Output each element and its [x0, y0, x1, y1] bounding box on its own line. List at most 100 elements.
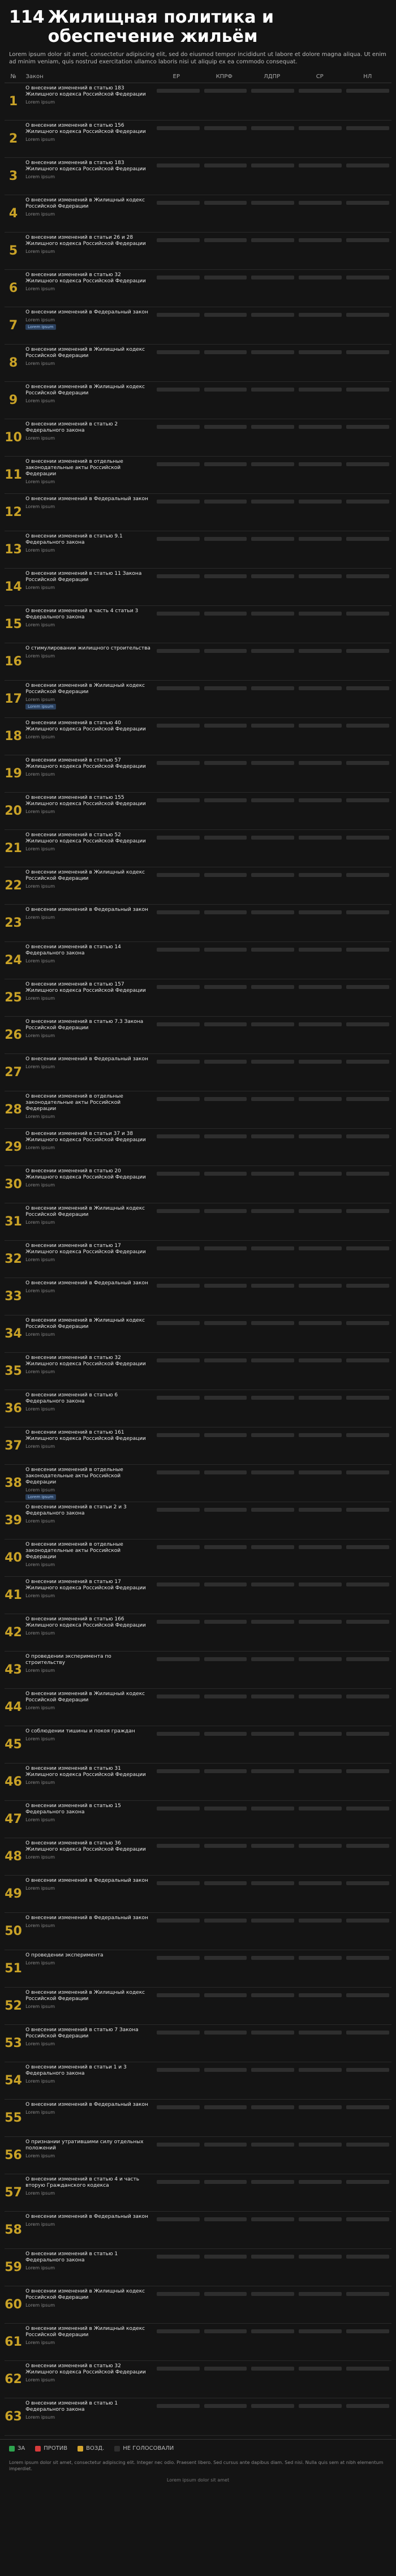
law-title[interactable]: О внесении изменений в отдельные законод… [25, 1542, 123, 1560]
law-title[interactable]: О внесении изменений в статью 161 Жилищн… [25, 1430, 146, 1442]
table-row[interactable]: 52 О внесении изменений в Жилищный кодекс… [5, 1988, 391, 2025]
law-title[interactable]: О внесении изменений в статью 15 Федерал… [25, 1803, 121, 1815]
law-title[interactable]: О внесении изменений в Жилищный кодекс Р… [25, 384, 145, 396]
law-title[interactable]: О внесении изменений в Жилищный кодекс Р… [25, 197, 145, 209]
table-row[interactable]: 22 О внесении изменений в Жилищный кодекс… [5, 867, 391, 905]
table-row[interactable]: 45 О соблюдении тишины и покоя граждан Lor… [5, 1726, 391, 1764]
table-row[interactable]: 33 О внесении изменений в Федеральный зак… [5, 1278, 391, 1315]
table-row[interactable]: 3 О внесении изменений в статью 183 Жилищ… [5, 158, 391, 195]
table-row[interactable]: 21 О внесении изменений в статью 52 Жилищ… [5, 830, 391, 867]
law-title[interactable]: О внесении изменений в Жилищный кодекс Р… [25, 1990, 145, 2002]
table-row[interactable]: 63 О внесении изменений в статью 1 Федера… [5, 2398, 391, 2436]
table-row[interactable]: 53 О внесении изменений в статью 7 Закона… [5, 2025, 391, 2062]
law-title[interactable]: О внесении изменений в статью 7.3 Закона… [25, 1019, 144, 1031]
table-row[interactable]: 9 О внесении изменений в Жилищный кодекс … [5, 382, 391, 419]
table-row[interactable]: 6 О внесении изменений в статью 32 Жилищн… [5, 270, 391, 307]
law-title[interactable]: О проведении эксперимента [25, 1953, 104, 1958]
law-title[interactable]: О внесении изменений в Федеральный закон [25, 1878, 148, 1883]
table-row[interactable]: 38 О внесении изменений в отдельные закон… [5, 1465, 391, 1502]
table-row[interactable]: 48 О внесении изменений в статью 36 Жилищ… [5, 1838, 391, 1876]
law-title[interactable]: О внесении изменений в Федеральный закон [25, 496, 148, 502]
table-row[interactable]: 24 О внесении изменений в статью 14 Федер… [5, 942, 391, 979]
law-title[interactable]: О внесении изменений в статью 1 Федераль… [25, 2401, 118, 2412]
law-title[interactable]: О внесении изменений в статью 32 Жилищно… [25, 2363, 146, 2375]
law-title[interactable]: О внесении изменений в статью 52 Жилищно… [25, 832, 146, 844]
table-row[interactable]: 60 О внесении изменений в Жилищный кодекс… [5, 2286, 391, 2324]
law-title[interactable]: О внесении изменений в статьи 37 и 38 Жи… [25, 1131, 146, 1143]
law-title[interactable]: О внесении изменений в статьи 1 и 3 Феде… [25, 2065, 127, 2076]
law-title[interactable]: О внесении изменений в статью 155 Жилищн… [25, 795, 146, 807]
law-title[interactable]: О внесении изменений в статью 17 Жилищно… [25, 1243, 146, 1255]
law-title[interactable]: О внесении изменений в Федеральный закон [25, 1280, 148, 1286]
law-title[interactable]: О внесении изменений в статью 4 и часть … [25, 2177, 140, 2188]
law-title[interactable]: О внесении изменений в отдельные законод… [25, 1094, 123, 1112]
table-row[interactable]: 1 О внесении изменений в статью 183 Жилищ… [5, 83, 391, 121]
table-row[interactable]: 47 О внесении изменений в статью 15 Федер… [5, 1801, 391, 1838]
law-title[interactable]: О внесении изменений в Жилищный кодекс Р… [25, 2289, 145, 2300]
table-row[interactable]: 26 О внесении изменений в статью 7.3 Зако… [5, 1017, 391, 1054]
law-title[interactable]: О внесении изменений в статью 1 Федераль… [25, 2251, 118, 2263]
law-title[interactable]: О внесении изменений в Жилищный кодекс Р… [25, 1691, 145, 1703]
table-row[interactable]: 8 О внесении изменений в Жилищный кодекс … [5, 345, 391, 382]
table-row[interactable]: 55 О внесении изменений в Федеральный зак… [5, 2100, 391, 2137]
table-row[interactable]: 36 О внесении изменений в статью 6 Федера… [5, 1390, 391, 1427]
law-title[interactable]: О внесении изменений в статью 183 Жилищн… [25, 85, 146, 97]
table-row[interactable]: 58 О внесении изменений в Федеральный зак… [5, 2212, 391, 2249]
table-row[interactable]: 5 О внесении изменений в статьи 26 и 28 Ж… [5, 233, 391, 270]
law-title[interactable]: О внесении изменений в Жилищный кодекс Р… [25, 347, 145, 359]
law-title[interactable]: О внесении изменений в Федеральный закон [25, 1915, 148, 1921]
law-title[interactable]: О внесении изменений в статью 36 Жилищно… [25, 1840, 146, 1852]
table-row[interactable]: 28 О внесении изменений в отдельные закон… [5, 1091, 391, 1129]
table-row[interactable]: 19 О внесении изменений в статью 57 Жилищ… [5, 755, 391, 793]
table-row[interactable]: 51 О проведении эксперимента Lorem ipsum [5, 1950, 391, 1988]
law-title[interactable]: О внесении изменений в статью 2 Федераль… [25, 422, 118, 433]
law-title[interactable]: О внесении изменений в статью 31 Жилищно… [25, 1766, 146, 1778]
table-row[interactable]: 23 О внесении изменений в Федеральный зак… [5, 905, 391, 942]
law-title[interactable]: О внесении изменений в статью 40 Жилищно… [25, 720, 146, 732]
law-title[interactable]: О проведении эксперимента по строительст… [25, 1654, 111, 1666]
law-title[interactable]: О внесении изменений в Федеральный закон [25, 309, 148, 315]
law-title[interactable]: О внесении изменений в Федеральный закон [25, 1056, 148, 1062]
law-title[interactable]: О внесении изменений в отдельные законод… [25, 459, 123, 477]
law-title[interactable]: О внесении изменений в Жилищный кодекс Р… [25, 2326, 145, 2338]
table-row[interactable]: 37 О внесении изменений в статью 161 Жили… [5, 1427, 391, 1465]
law-title[interactable]: О внесении изменений в Жилищный кодекс Р… [25, 683, 145, 695]
law-title[interactable]: О внесении изменений в статью 157 Жилищн… [25, 982, 146, 994]
table-row[interactable]: 41 О внесении изменений в статью 17 Жилищ… [5, 1577, 391, 1614]
law-title[interactable]: О внесении изменений в статью 32 Жилищно… [25, 1355, 146, 1367]
law-title[interactable]: О внесении изменений в статью 156 Жилищн… [25, 123, 146, 135]
table-row[interactable]: 43 О проведении эксперимента по строитель… [5, 1652, 391, 1689]
law-title[interactable]: О внесении изменений в Жилищный кодекс Р… [25, 1206, 145, 1218]
law-title[interactable]: О внесении изменений в статью 14 Федерал… [25, 944, 121, 956]
law-title[interactable]: О внесении изменений в часть 4 статьи 3 … [25, 608, 139, 620]
table-row[interactable]: 27 О внесении изменений в Федеральный зак… [5, 1054, 391, 1091]
law-title[interactable]: О внесении изменений в Федеральный закон [25, 907, 148, 913]
law-title[interactable]: О внесении изменений в статьи 26 и 28 Жи… [25, 235, 146, 247]
table-row[interactable]: 32 О внесении изменений в статью 17 Жилищ… [5, 1241, 391, 1278]
law-title[interactable]: О внесении изменений в статьи 2 и 3 Феде… [25, 1504, 127, 1516]
table-row[interactable]: 42 О внесении изменений в статью 166 Жили… [5, 1614, 391, 1652]
law-title[interactable]: О внесении изменений в статью 7 Закона Р… [25, 2027, 139, 2039]
law-title[interactable]: О внесении изменений в статью 11 Закона … [25, 571, 142, 583]
law-title[interactable]: О внесении изменений в статью 57 Жилищно… [25, 758, 146, 769]
table-row[interactable]: 25 О внесении изменений в статью 157 Жили… [5, 979, 391, 1017]
table-row[interactable]: 13 О внесении изменений в статью 9.1 Феде… [5, 531, 391, 569]
table-row[interactable]: 11 О внесении изменений в отдельные закон… [5, 457, 391, 494]
law-title[interactable]: О внесении изменений в Федеральный закон [25, 2102, 148, 2108]
law-title[interactable]: О внесении изменений в Федеральный закон [25, 2214, 148, 2220]
table-row[interactable]: 29 О внесении изменений в статьи 37 и 38 … [5, 1129, 391, 1166]
table-row[interactable]: 35 О внесении изменений в статью 32 Жилищ… [5, 1353, 391, 1390]
table-row[interactable]: 10 О внесении изменений в статью 2 Федера… [5, 419, 391, 457]
table-row[interactable]: 20 О внесении изменений в статью 155 Жили… [5, 793, 391, 830]
law-title[interactable]: О соблюдении тишины и покоя граждан [25, 1728, 135, 1734]
table-row[interactable]: 4 О внесении изменений в Жилищный кодекс … [5, 195, 391, 233]
table-row[interactable]: 56 О признании утратившими силу отдельных… [5, 2137, 391, 2174]
law-title[interactable]: О внесении изменений в отдельные законод… [25, 1467, 123, 1485]
table-row[interactable]: 7 О внесении изменений в Федеральный зако… [5, 307, 391, 345]
table-row[interactable]: 12 О внесении изменений в Федеральный зак… [5, 494, 391, 531]
table-row[interactable]: 34 О внесении изменений в Жилищный кодекс… [5, 1315, 391, 1353]
law-title[interactable]: О внесении изменений в статью 32 Жилищно… [25, 272, 146, 284]
table-row[interactable]: 14 О внесении изменений в статью 11 Закон… [5, 569, 391, 606]
law-title[interactable]: О внесении изменений в статью 166 Жилищн… [25, 1616, 146, 1628]
table-row[interactable]: 50 О внесении изменений в Федеральный зак… [5, 1913, 391, 1950]
